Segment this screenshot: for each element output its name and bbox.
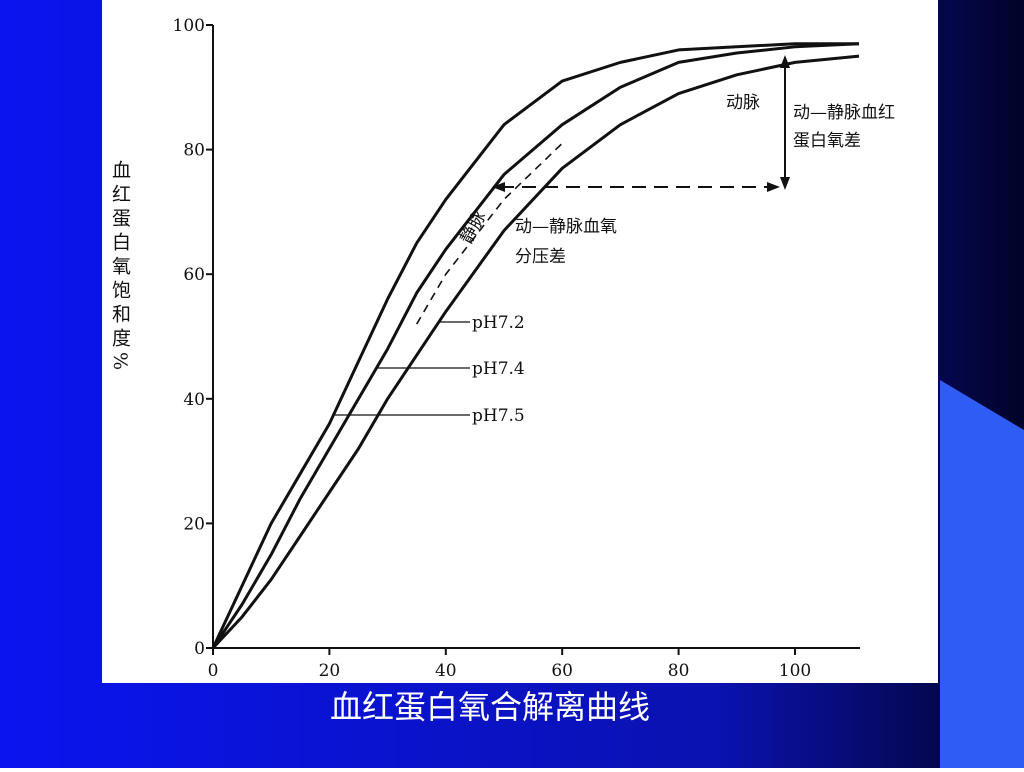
x-tick-label: 80 [668,661,690,681]
curve [211,54,860,650]
legend-label: pH7.4 [472,359,525,379]
y-tick-label: 80 [183,141,205,161]
annotation: 蛋白氧差 [793,131,861,151]
y-tick-label: 0 [194,639,205,659]
y-tick-label: 100 [173,16,205,36]
y-axis-label: 血红蛋白氧饱和度% [109,160,131,375]
annotation: 动—静脉血红 [793,103,895,123]
arrowhead [492,182,505,192]
curve [211,42,860,649]
decoration [940,380,1024,768]
arrowhead [780,177,790,190]
y-tick-label: 40 [183,390,205,410]
curve [416,142,563,325]
y-tick-label: 60 [183,265,205,285]
curve [211,42,859,649]
legend-label: pH7.2 [472,313,525,333]
annotation: 分压差 [515,247,566,267]
annotation: 动脉 [726,93,760,113]
x-tick-label: 40 [435,661,457,681]
x-tick-label: 100 [779,661,811,681]
arrowhead [767,182,780,192]
slide-title: 血红蛋白氧合解离曲线 [330,688,650,726]
x-tick-label: 60 [551,661,573,681]
y-tick-label: 20 [183,514,205,534]
x-tick-label: 0 [208,661,219,681]
annotation: 动—静脉血氧 [515,217,617,237]
legend-label: pH7.5 [472,406,525,426]
x-tick-label: 20 [319,661,341,681]
